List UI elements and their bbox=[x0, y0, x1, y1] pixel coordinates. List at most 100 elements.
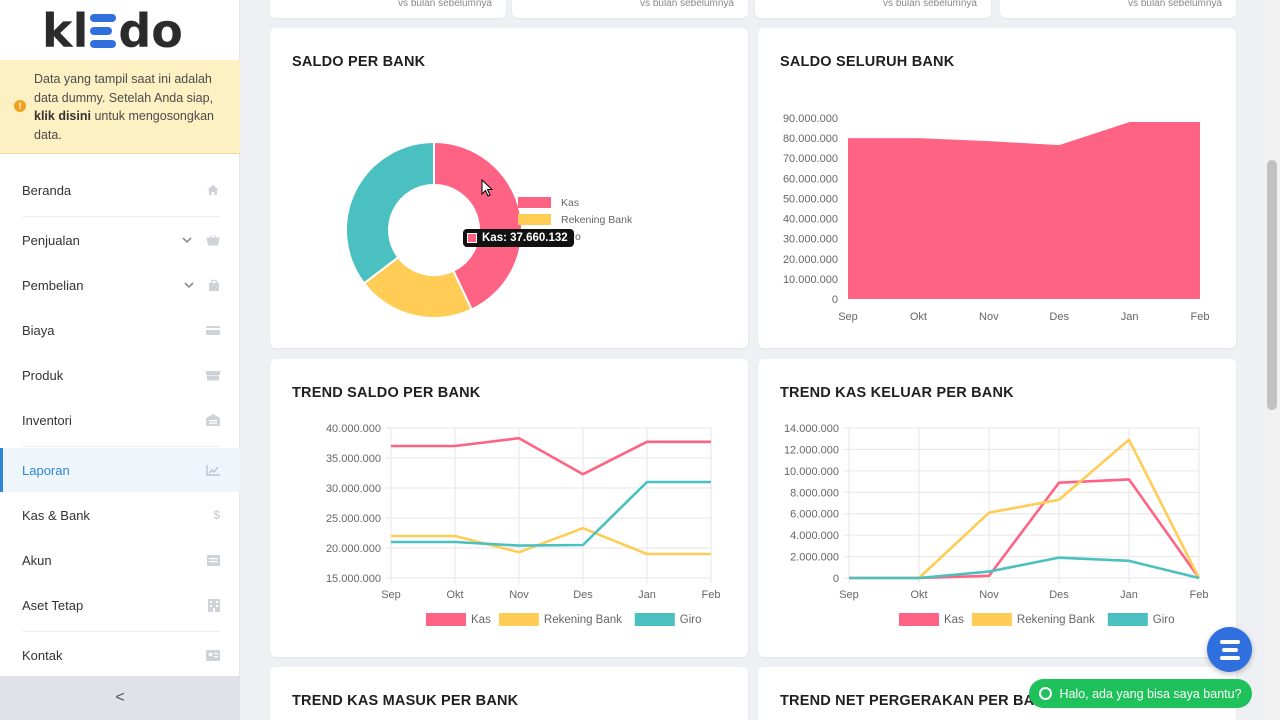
sidebar-item-label: Kontak bbox=[22, 647, 63, 663]
saldo-seluruh-bank-area-chart[interactable]: 0 10.000.000 20.000.000 30.000.000 40.000.00… bbox=[758, 28, 1236, 348]
donut-slice-kas[interactable] bbox=[433, 140, 523, 311]
legend-swatch bbox=[634, 613, 675, 626]
y-tick-label: 15.000.000 bbox=[326, 573, 381, 585]
logo-text-left: kl bbox=[42, 4, 89, 58]
trend-saldo-card: TREND SALDO PER BANK 15.000.000 20.000.00… bbox=[270, 359, 748, 657]
x-tick-label: Nov bbox=[979, 311, 999, 323]
sidebar-item-label: Aset Tetap bbox=[22, 597, 84, 613]
warehouse-icon bbox=[206, 414, 220, 426]
sidebar-item-pembelian[interactable]: Pembelian bbox=[0, 263, 240, 307]
y-tick-label: 60.000.000 bbox=[783, 173, 838, 185]
comparison-caption: vs bulan sebelumnya bbox=[883, 0, 977, 9]
legend-swatch bbox=[518, 197, 551, 208]
trend-kas-masuk-card: TREND KAS MASUK PER BANK bbox=[270, 667, 748, 720]
dashboard-main: vs bulan sebelumnya vs bulan sebelumnya … bbox=[240, 0, 1264, 720]
y-tick-label: 2.000.000 bbox=[790, 552, 839, 564]
x-tick-label: Jan bbox=[1120, 589, 1138, 601]
sidebar-item-laporan[interactable]: Laporan bbox=[0, 448, 240, 492]
sidebar-item-label: Laporan bbox=[22, 462, 70, 478]
sidebar-item-akun[interactable]: Akun bbox=[0, 538, 240, 582]
tooltip-label: Kas: 37.660.132 bbox=[482, 232, 568, 244]
x-tick-label: Feb bbox=[702, 589, 721, 601]
x-tick-label: Des bbox=[1049, 589, 1069, 601]
legend-label: Rekening Bank bbox=[1017, 614, 1095, 626]
line-series-rekening-bank bbox=[391, 526, 711, 556]
saldo-seluruh-bank-card: SALDO SELURUH BANK 0 10.000.000 20.000.000… bbox=[758, 28, 1236, 348]
sidebar-item-kas-bank[interactable]: Kas & Bank $ bbox=[0, 493, 240, 537]
donut-slice-rekening-bank[interactable] bbox=[362, 255, 473, 319]
summary-card[interactable]: vs bulan sebelumnya bbox=[512, 0, 748, 18]
donut-slice-giro[interactable] bbox=[345, 140, 435, 285]
y-tick-label: 6.000.000 bbox=[790, 509, 839, 521]
x-tick-label: Des bbox=[1049, 311, 1069, 323]
sidebar-item-produk[interactable]: Produk bbox=[0, 353, 240, 397]
legend-label: Kas bbox=[561, 197, 579, 209]
sidebar: kl do ! Data yang tampil saat ini adalah… bbox=[0, 0, 240, 720]
kledo-logo[interactable]: kl do bbox=[42, 4, 183, 58]
line-series-kas bbox=[849, 478, 1201, 580]
legend-swatch bbox=[426, 613, 466, 626]
legend-swatch bbox=[498, 613, 539, 626]
y-tick-label: 40.000.000 bbox=[783, 214, 838, 226]
legend-label: Giro bbox=[1153, 614, 1175, 626]
legend-label: Giro bbox=[680, 614, 702, 626]
contact-icon bbox=[206, 649, 220, 661]
sidebar-item-aset-tetap[interactable]: Aset Tetap bbox=[0, 583, 240, 627]
chevron-down-icon[interactable] bbox=[184, 281, 194, 289]
legend-label: Kas bbox=[471, 614, 491, 626]
kledo-help-button[interactable] bbox=[1207, 627, 1252, 672]
legend-swatch bbox=[971, 613, 1012, 626]
page-scrollbar[interactable] bbox=[1264, 0, 1280, 720]
sidebar-item-biaya[interactable]: Biaya bbox=[0, 308, 240, 352]
y-tick-label: 25.000.000 bbox=[326, 513, 381, 525]
y-tick-label: 40.000.000 bbox=[326, 423, 381, 435]
sidebar-item-kontak[interactable]: Kontak bbox=[0, 633, 240, 677]
sidebar-item-penjualan[interactable]: Penjualan bbox=[0, 218, 240, 262]
summary-card[interactable]: vs bulan sebelumnya bbox=[1000, 0, 1236, 18]
y-tick-label: 10.000.000 bbox=[784, 466, 839, 478]
y-tick-label: 70.000.000 bbox=[783, 153, 838, 165]
list-icon bbox=[207, 554, 220, 566]
sidebar-item-inventori[interactable]: Inventori bbox=[0, 398, 240, 442]
box-icon bbox=[206, 370, 220, 380]
scrollbar-thumb[interactable] bbox=[1267, 160, 1277, 410]
y-tick-label: 90.000.000 bbox=[783, 113, 838, 125]
bag-icon bbox=[209, 279, 219, 291]
comparison-caption: vs bulan sebelumnya bbox=[398, 0, 492, 9]
comparison-caption: vs bulan sebelumnya bbox=[1128, 0, 1222, 9]
legend-label: Kas bbox=[944, 614, 964, 626]
notice-text-after: untuk mengosongkan data. bbox=[34, 109, 214, 142]
line-series-giro bbox=[849, 556, 1200, 580]
summary-card[interactable]: vs bulan sebelumnya bbox=[755, 0, 991, 18]
y-tick-label: 10.000.000 bbox=[783, 274, 838, 286]
clear-data-link[interactable]: klik disini bbox=[34, 109, 91, 123]
line-series-giro bbox=[391, 480, 711, 547]
card-title: TREND KAS MASUK PER BANK bbox=[292, 693, 519, 709]
chevron-down-icon[interactable] bbox=[182, 236, 192, 244]
y-tick-label: 30.000.000 bbox=[783, 234, 838, 246]
card-title: TREND NET PERGERAKAN PER BANK bbox=[780, 693, 1056, 709]
y-tick-label: 14.000.000 bbox=[784, 423, 839, 435]
x-tick-label: Sep bbox=[839, 589, 859, 601]
sidebar-item-label: Akun bbox=[22, 552, 52, 568]
whatsapp-chat-button[interactable]: Halo, ada yang bisa saya bantu? bbox=[1029, 679, 1252, 708]
y-tick-label: 35.000.000 bbox=[326, 453, 381, 465]
x-tick-label: Feb bbox=[1191, 311, 1210, 323]
x-tick-label: Okt bbox=[910, 311, 927, 323]
dummy-data-notice: ! Data yang tampil saat ini adalah data … bbox=[0, 60, 240, 154]
sidebar-item-label: Pembelian bbox=[22, 277, 84, 293]
line-series-kas bbox=[391, 436, 711, 476]
x-tick-label: Jan bbox=[638, 589, 656, 601]
legend-swatch bbox=[518, 214, 551, 225]
legend-label: Rekening Bank bbox=[544, 614, 622, 626]
sidebar-item-beranda[interactable]: Beranda bbox=[0, 168, 240, 212]
trend-saldo-line-chart[interactable]: 15.000.000 20.000.000 25.000.000 30.000.000… bbox=[270, 359, 748, 657]
trend-kas-keluar-line-chart[interactable]: 0 2.000.000 4.000.000 6.000.000 8.000.000 10.… bbox=[758, 359, 1236, 657]
y-tick-label: 20.000.000 bbox=[326, 543, 381, 555]
y-tick-label: 0 bbox=[832, 294, 838, 306]
sidebar-collapse-button[interactable]: < bbox=[0, 676, 240, 720]
sidebar-item-label: Produk bbox=[22, 367, 64, 383]
building-icon bbox=[208, 598, 220, 612]
summary-card[interactable]: vs bulan sebelumnya bbox=[270, 0, 506, 18]
